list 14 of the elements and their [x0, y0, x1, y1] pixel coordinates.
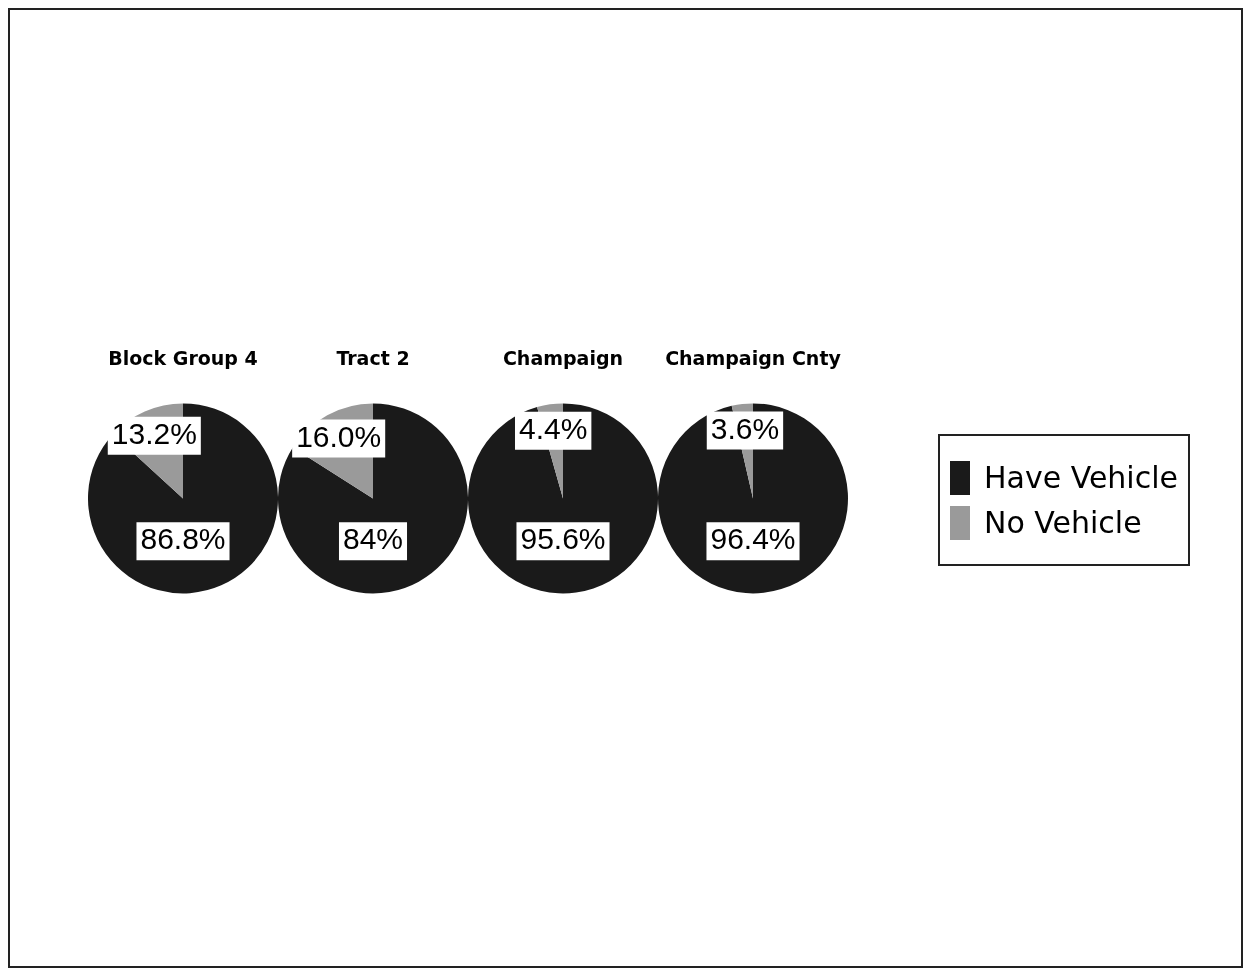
slice-label: Champaign Cnty: [665, 347, 842, 370]
data-label: 4.4%: [518, 411, 588, 445]
slice-label: Champaign: [502, 347, 624, 370]
data-label: 13.2%: [111, 417, 197, 451]
data-label: 16.0%: [296, 419, 382, 453]
data-label: 95.6%: [520, 522, 606, 556]
data-label: 3.6%: [710, 411, 780, 445]
slice-label: Tract 2: [336, 347, 410, 370]
legend-label: Have Vehicle: [984, 460, 1178, 495]
slice-label: Block Group 4: [108, 347, 258, 370]
data-label: 96.4%: [710, 522, 796, 556]
data-label: 86.8%: [140, 522, 226, 556]
legend-label: No Vehicle: [984, 505, 1142, 540]
data-label: 84%: [342, 522, 404, 556]
